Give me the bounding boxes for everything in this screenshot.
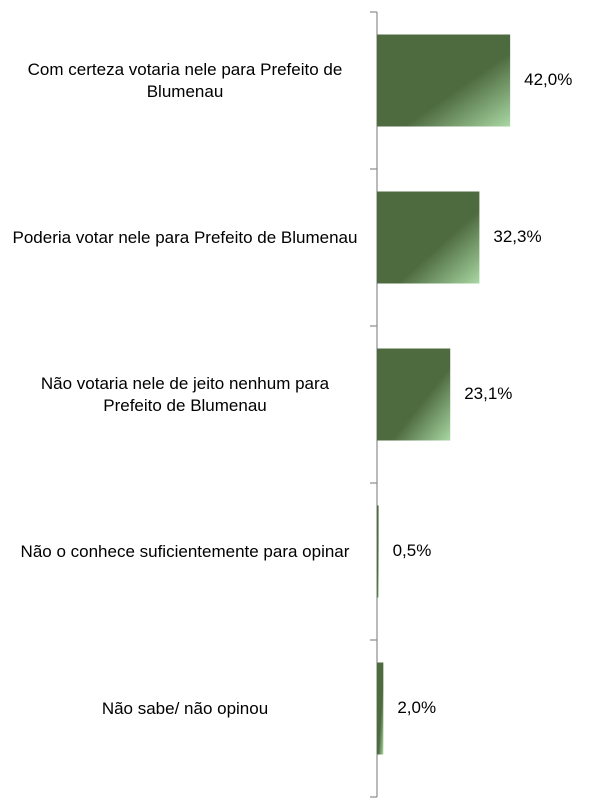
bar [377, 191, 480, 284]
value-label: 32,3% [493, 227, 541, 246]
category-label: Não o conhece suficientemente para opina… [20, 541, 350, 561]
category-label: Não votaria nele de jeito nenhum para Pr… [40, 373, 330, 415]
value-label: 0,5% [393, 541, 432, 560]
bar [377, 505, 379, 598]
bar [377, 662, 384, 755]
bar [377, 34, 511, 127]
category-label: Com certeza votaria nele para Prefeito d… [27, 59, 343, 101]
category-label: Poderia votar nele para Prefeito de Blum… [12, 227, 358, 247]
value-label: 42,0% [524, 70, 572, 89]
bar [377, 348, 451, 441]
value-label: 23,1% [464, 384, 512, 403]
value-label: 2,0% [397, 698, 436, 717]
category-label: Não sabe/ não opinou [101, 698, 269, 718]
